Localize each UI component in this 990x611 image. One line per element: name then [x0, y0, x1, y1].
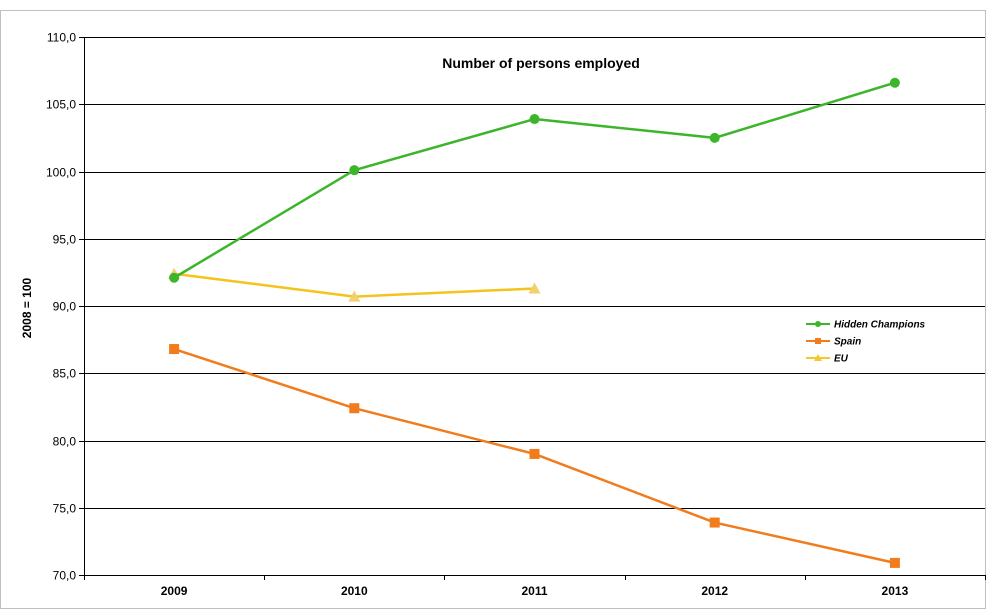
- data-point: [889, 557, 900, 568]
- data-point-legend-marker: [814, 354, 822, 361]
- data-point: [349, 165, 360, 176]
- legend-label: Hidden Champions: [834, 320, 926, 331]
- x-tick-label: 2009: [161, 584, 188, 598]
- y-tick-label: 100,0: [46, 166, 76, 180]
- y-tick-label: 85,0: [53, 367, 77, 381]
- legend-entry: Hidden Champions: [806, 320, 926, 331]
- x-tick-label: 2013: [882, 584, 909, 598]
- data-point: [529, 114, 540, 125]
- data-point: [709, 132, 720, 143]
- data-point: [529, 448, 540, 459]
- chart-title: Number of persons employed: [442, 55, 640, 71]
- y-tick-label: 70,0: [53, 569, 77, 583]
- data-point: [169, 344, 180, 355]
- y-tick-label: 90,0: [53, 300, 77, 314]
- data-point: [169, 272, 180, 283]
- series-group: [168, 77, 900, 568]
- x-tick-labels: 2009 2010 2011 2012 2013: [161, 584, 909, 598]
- x-tick-label: 2011: [521, 584, 547, 598]
- gridlines: [84, 37, 985, 509]
- chart-border: [0, 10, 986, 609]
- y-tick-label: 75,0: [53, 502, 77, 516]
- data-point: [348, 290, 361, 302]
- data-point: [889, 77, 900, 88]
- series-spain: [169, 344, 900, 568]
- data-point: [528, 282, 541, 294]
- data-point-legend-marker: [815, 321, 821, 327]
- series-line: [173, 81, 896, 279]
- y-tick-label: 80,0: [53, 435, 77, 449]
- series-hidden-champions: [169, 77, 900, 283]
- x-tick-label: 2012: [701, 584, 728, 598]
- y-tick-label: 95,0: [53, 233, 77, 247]
- legend-label: Spain: [834, 337, 861, 348]
- data-point: [709, 517, 720, 528]
- legend-entry: Spain: [806, 337, 861, 348]
- y-axis-label: 2008 = 100: [20, 277, 34, 338]
- series-eu: [168, 267, 541, 302]
- data-point: [349, 403, 360, 414]
- legend: Hidden Champions Spain EU: [806, 320, 926, 365]
- y-tick-label: 110,0: [47, 31, 76, 45]
- y-tick-label: 105,0: [46, 98, 76, 112]
- legend-entry: EU: [806, 354, 849, 365]
- x-tick-label: 2010: [341, 584, 368, 598]
- data-point-legend-marker: [815, 338, 821, 344]
- legend-label: EU: [834, 354, 849, 365]
- y-tick-labels: 110,0 105,0 100,0 95,0 90,0 85,0 80,0 75,0 70,0: [46, 31, 76, 583]
- axes: [79, 37, 986, 580]
